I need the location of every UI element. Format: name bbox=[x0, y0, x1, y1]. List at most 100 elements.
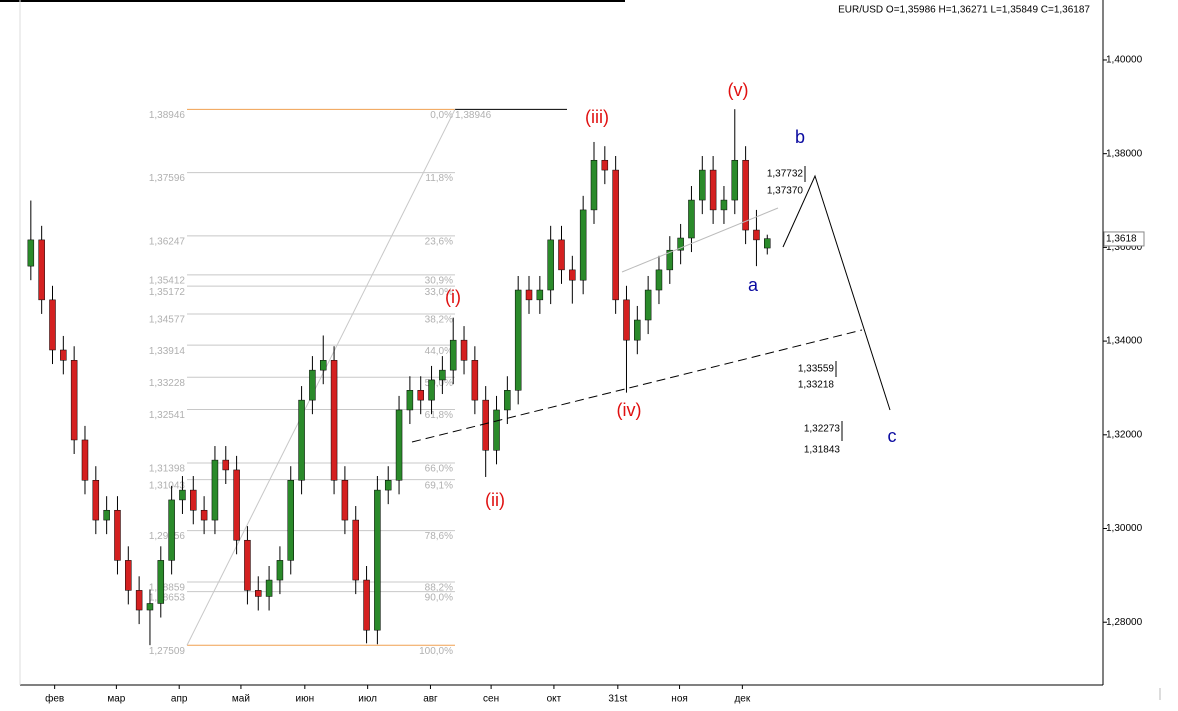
candle-body bbox=[623, 299, 630, 341]
x-tick-label: окт bbox=[547, 694, 562, 705]
x-tick-label: сен bbox=[483, 694, 499, 705]
candle-body bbox=[395, 409, 403, 481]
candle-body bbox=[428, 379, 435, 401]
candle-body bbox=[200, 509, 208, 521]
candle-body bbox=[460, 339, 468, 361]
candle-body bbox=[70, 360, 78, 441]
x-tick-label: фев bbox=[45, 693, 64, 705]
x-tick-label: авг bbox=[423, 694, 438, 705]
x-tick-label: июн bbox=[296, 694, 315, 705]
wave-label: (iv) bbox=[617, 400, 642, 420]
candle-body bbox=[439, 369, 446, 381]
y-tick-label: 1,40000 bbox=[1106, 55, 1143, 66]
candle-body bbox=[190, 489, 197, 511]
candle-body bbox=[211, 459, 219, 521]
candle-body bbox=[601, 159, 609, 171]
fib-percent: 90,0% bbox=[425, 592, 453, 603]
candle-body bbox=[525, 289, 533, 301]
candle-body bbox=[341, 479, 349, 521]
candle-body bbox=[677, 237, 684, 251]
candle-body bbox=[688, 199, 695, 239]
fib-percent: 30,9% bbox=[425, 276, 453, 287]
fib-price: 1,32541 bbox=[149, 410, 186, 421]
fib-percent: 66,0% bbox=[425, 464, 453, 475]
candle-body bbox=[244, 539, 251, 591]
last-price-label: 1,3618 bbox=[1106, 234, 1137, 245]
wave-label: b bbox=[795, 127, 805, 147]
candle-body bbox=[319, 360, 327, 371]
fib-percent: 100,0% bbox=[419, 646, 453, 657]
target-label: 1,37732 bbox=[767, 169, 804, 180]
candle-body bbox=[644, 289, 652, 321]
candle-body bbox=[103, 509, 110, 521]
candle-body bbox=[265, 579, 273, 597]
candle-body bbox=[742, 159, 749, 231]
labels: (i) (ii) (iii) (iv) (v) a b c 1,37732 1,37370 1,33… bbox=[445, 80, 897, 510]
candle-body bbox=[135, 590, 143, 611]
candle-body bbox=[352, 519, 359, 581]
candles bbox=[27, 109, 771, 646]
candle-body bbox=[384, 479, 392, 491]
x-tick-label: июл bbox=[358, 694, 377, 705]
fib-price: 1,28653 bbox=[149, 592, 186, 603]
fib-price: 1,35172 bbox=[149, 287, 186, 298]
candle-body bbox=[330, 360, 338, 481]
fib-percent: 50,0% bbox=[425, 378, 453, 389]
fib-price: 1,37596 bbox=[149, 173, 186, 184]
candle-body bbox=[655, 269, 663, 291]
x-tick-label: дек bbox=[734, 694, 750, 705]
candle-body bbox=[276, 560, 284, 581]
wave-label: (iii) bbox=[585, 107, 609, 127]
channel-line bbox=[621, 207, 779, 273]
candle-body bbox=[374, 489, 381, 631]
candle-body bbox=[125, 560, 132, 591]
projection bbox=[782, 174, 891, 411]
candle-body bbox=[764, 238, 771, 249]
x-tick-label: ноя bbox=[671, 694, 688, 705]
candle-body bbox=[157, 560, 165, 604]
candle-body bbox=[179, 489, 186, 501]
candle-body bbox=[612, 169, 619, 301]
fib-percent: 38,2% bbox=[425, 315, 453, 326]
target-label: 1,37370 bbox=[767, 186, 804, 197]
y-tick-label: 1,38000 bbox=[1106, 148, 1143, 159]
candle-body bbox=[81, 439, 89, 481]
y-tick-label: 1,32000 bbox=[1106, 429, 1143, 440]
candle-body bbox=[233, 469, 240, 541]
candle-body bbox=[287, 479, 294, 561]
candle-body bbox=[547, 239, 554, 291]
candle-body bbox=[504, 390, 511, 411]
fib-price: 1,34577 bbox=[149, 315, 186, 326]
fib-price: 1,33228 bbox=[149, 378, 186, 389]
candle-body bbox=[579, 209, 587, 281]
fib-percent: 61,8% bbox=[425, 410, 453, 421]
fib-percent: 88,2% bbox=[425, 583, 453, 594]
candle-body bbox=[146, 603, 154, 611]
fib-percent: 23,6% bbox=[425, 236, 453, 247]
candle-body bbox=[298, 399, 305, 481]
fib-percent: 44,0% bbox=[425, 346, 453, 357]
y-tick-label: 1,34000 bbox=[1106, 336, 1143, 347]
candle-body bbox=[255, 590, 262, 597]
candle-body bbox=[417, 390, 424, 401]
candle-body bbox=[168, 499, 175, 561]
candle-body bbox=[92, 479, 100, 521]
candle-body bbox=[60, 349, 67, 361]
y-tick-label: 1,30000 bbox=[1106, 523, 1143, 534]
x-tick-label: май bbox=[232, 694, 250, 705]
candle-body bbox=[471, 360, 479, 401]
fibonacci: 1,38946 0,0%1,37596 11,8%1,36247 23,6%1,354… bbox=[149, 108, 567, 657]
fib-percent: 78,6% bbox=[425, 531, 453, 542]
candle-body bbox=[449, 339, 457, 371]
wave-label: (i) bbox=[445, 287, 461, 307]
candle-body bbox=[634, 319, 641, 341]
y-tick-label: 1,36000 bbox=[1106, 242, 1143, 253]
x-tick-label: 31st bbox=[608, 694, 627, 705]
x-tick-label: апр bbox=[171, 694, 188, 705]
candle-body bbox=[514, 289, 522, 391]
header: EUR/USD O=1,35986 H=1,36271 L=1,35849 C=… bbox=[838, 5, 1090, 16]
candle-body bbox=[699, 169, 706, 201]
target-label: 1,31843 bbox=[804, 445, 841, 456]
candle-body bbox=[27, 239, 35, 267]
candle-body bbox=[38, 239, 45, 301]
